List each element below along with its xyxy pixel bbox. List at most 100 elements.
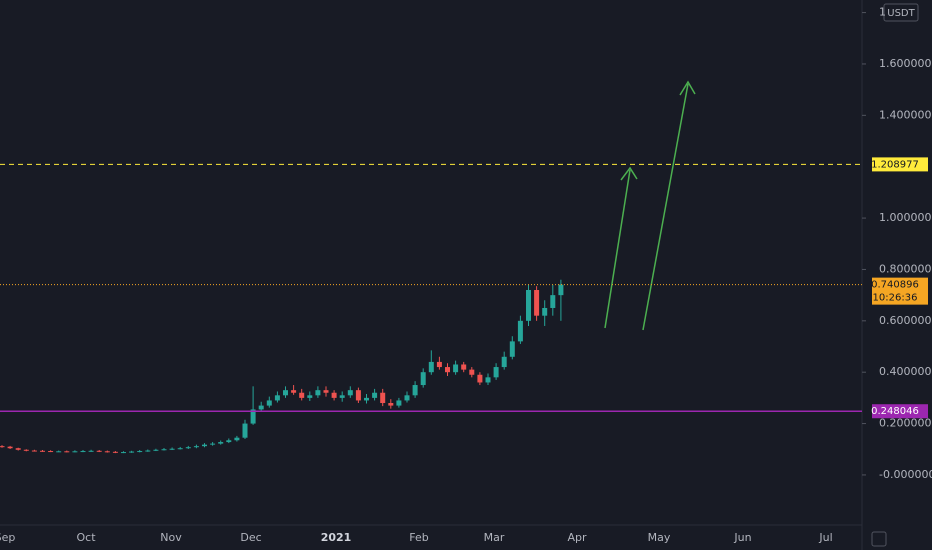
candle-body — [315, 390, 321, 396]
candle-body — [542, 307, 548, 316]
y-tick-label: 0.400000 — [879, 365, 932, 378]
y-tick-label: 1.600000 — [879, 57, 932, 70]
candle-body — [428, 361, 434, 373]
y-tick-label: 0.800000 — [879, 262, 932, 275]
candle-body — [40, 450, 45, 452]
candle-body — [380, 392, 386, 404]
x-tick-label: Jul — [818, 531, 832, 544]
candle-body — [177, 448, 183, 450]
candle-body — [137, 451, 143, 453]
candle-body — [210, 443, 216, 445]
x-tick-label: 2021 — [321, 531, 352, 544]
candle-body — [323, 390, 329, 393]
settings-icon[interactable] — [871, 531, 887, 547]
candle-body — [485, 377, 491, 383]
candle-body — [31, 450, 37, 452]
candle-body — [169, 448, 175, 450]
candle-body — [372, 392, 378, 398]
candle-body — [534, 289, 540, 316]
candle-body — [218, 442, 224, 444]
candle-body — [56, 451, 62, 453]
arrow-line — [642, 83, 689, 331]
candle-body — [550, 295, 556, 308]
candle-body — [96, 450, 102, 452]
x-tick-label: Feb — [409, 531, 428, 544]
candle-body — [436, 361, 442, 368]
candle-body — [129, 451, 135, 453]
candle-body — [242, 423, 248, 438]
candle-body — [104, 451, 110, 453]
candle-body — [234, 437, 240, 441]
candle-body — [88, 450, 94, 452]
price-badge-label: 0.248046 — [871, 406, 919, 417]
y-tick-label: 1.400000 — [879, 108, 932, 121]
candle-body — [153, 449, 159, 451]
candle-body — [469, 369, 475, 375]
price-badge — [872, 404, 928, 419]
candle-body — [266, 400, 272, 406]
candle-body — [412, 385, 418, 396]
candle-body — [145, 450, 151, 452]
candle-body — [364, 397, 369, 401]
candle-body — [526, 289, 531, 321]
candle-body — [291, 390, 297, 393]
x-tick-label: Nov — [160, 531, 182, 544]
price-badge — [872, 157, 928, 172]
last-price-label: 0.740896 — [871, 280, 919, 291]
candle-body — [0, 446, 5, 448]
candle-body — [461, 364, 467, 370]
candle-body — [404, 395, 410, 401]
candle-body — [258, 405, 264, 410]
y-tick-label: 0.200000 — [879, 417, 932, 430]
countdown-label: 10:26:36 — [873, 293, 918, 304]
candle-body — [193, 446, 199, 448]
x-tick-label: Apr — [567, 531, 587, 544]
x-tick-label: Oct — [76, 531, 96, 544]
x-tick-label: Mar — [484, 531, 505, 544]
candle-body — [112, 451, 118, 453]
candle-body — [339, 395, 345, 398]
candle-body — [347, 390, 353, 396]
candle-body — [283, 390, 288, 396]
x-tick-label: May — [648, 531, 671, 544]
candle-body — [396, 400, 402, 406]
candle-body — [388, 403, 394, 406]
candle-body — [226, 440, 232, 443]
last-price-badge — [872, 277, 928, 305]
currency-badge[interactable] — [883, 3, 919, 22]
candle-body — [558, 284, 564, 296]
arrow-head — [679, 80, 696, 96]
candle-body — [477, 374, 483, 383]
candle-body — [509, 341, 515, 357]
arrow-head — [620, 166, 638, 181]
y-tick-label: 1.000000 — [879, 211, 932, 224]
arrows — [604, 80, 696, 331]
candle-body — [299, 392, 305, 398]
candle-body — [331, 392, 337, 398]
y-tick-label: -0.000000 — [879, 468, 932, 481]
candle-body — [517, 320, 523, 342]
x-tick-label: Jun — [733, 531, 751, 544]
candle-body — [72, 451, 78, 453]
price-badge-label: 1.208977 — [871, 159, 919, 170]
candle-body — [501, 356, 507, 368]
candle-body — [202, 444, 207, 447]
candle-body — [121, 452, 126, 454]
candle-body — [64, 451, 70, 453]
candle-body — [80, 451, 86, 453]
candle-body — [493, 367, 499, 378]
candle-body — [250, 409, 256, 424]
candle-body — [420, 372, 426, 386]
x-tick-label: Dec — [240, 531, 261, 544]
candle-body — [307, 395, 313, 398]
candle-body — [15, 448, 21, 450]
arrow-line — [604, 169, 631, 329]
candle-body — [185, 447, 191, 449]
candle-body — [48, 451, 54, 453]
y-tick-label: 1 — [879, 6, 886, 19]
candle-body — [23, 449, 29, 451]
candle-body — [7, 446, 13, 449]
candle-body — [161, 449, 167, 451]
